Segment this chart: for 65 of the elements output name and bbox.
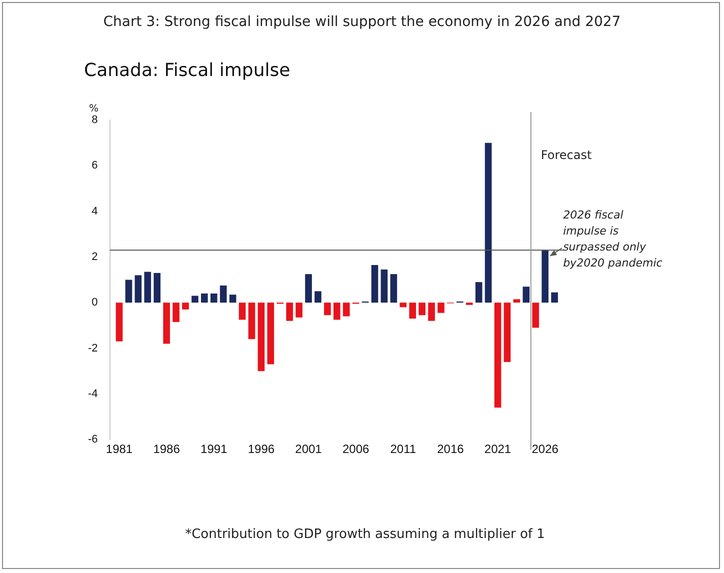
chart-subtitle: Canada: Fiscal impulse: [84, 60, 290, 81]
y-tick-label: 0: [92, 296, 98, 309]
bar: [172, 302, 180, 322]
bar: [220, 286, 227, 303]
x-tick-label: 2006: [342, 442, 370, 456]
y-tick-label: -4: [88, 388, 98, 400]
x-tick-label: 2016: [437, 442, 464, 456]
bar: [504, 302, 511, 362]
bar: [248, 302, 256, 340]
bar: [542, 250, 548, 303]
y-tick-label: 6: [92, 160, 98, 172]
bar: [475, 282, 482, 303]
bar: [342, 302, 350, 316]
bar: [484, 142, 492, 303]
x-tick-label: 2026: [532, 442, 559, 456]
bar: [409, 302, 416, 319]
bar: [428, 302, 435, 321]
bar: [532, 302, 540, 328]
bar: [494, 302, 502, 408]
chart-title: Chart 3: Strong fiscal impulse will support the economy in 2026 and 2027: [102, 14, 622, 30]
x-tick-label: 2021: [484, 442, 512, 456]
bar: [333, 302, 340, 320]
bar: [513, 299, 520, 303]
y-tick-label: 4: [92, 205, 98, 218]
y-tick-label: -6: [88, 434, 98, 446]
bar: [192, 296, 198, 303]
bar: [154, 272, 160, 303]
bar: [390, 274, 398, 303]
bar: [371, 264, 378, 303]
bar: [380, 270, 388, 303]
bar: [238, 302, 246, 320]
bar: [201, 293, 208, 303]
annotation: 2026 fiscal impulse is surpassed only by2020 pandemic: [563, 208, 662, 270]
bar: [286, 302, 293, 321]
y-tick-label: 8: [92, 114, 98, 126]
bar: [182, 302, 189, 310]
bar: [134, 275, 142, 303]
bar: [144, 272, 152, 303]
x-tick-label: 1981: [106, 442, 133, 456]
bar: [116, 302, 123, 342]
bar: [438, 302, 444, 313]
bar: [551, 292, 558, 303]
x-tick-label: 1986: [153, 442, 180, 456]
bar: [210, 293, 218, 303]
x-tick-label: 2001: [295, 442, 322, 456]
bar: [418, 302, 426, 316]
bar: [267, 302, 274, 364]
bar: [125, 280, 132, 303]
bar: [163, 302, 170, 344]
bar: [258, 302, 265, 372]
bar: [522, 286, 530, 303]
bar: [400, 302, 407, 308]
text: *Contribution to GDP growth assuming a multiplier of 1: [184, 526, 546, 544]
bar: [229, 294, 236, 303]
ref-line-label: Forecast: [540, 148, 592, 162]
bar: [296, 302, 302, 318]
bar: [305, 274, 312, 303]
y-tick-label: -2: [88, 342, 98, 354]
y-axis-title: %: [89, 104, 99, 115]
bar: [314, 291, 322, 303]
bar: [324, 302, 331, 316]
y-tick-label: 2: [92, 251, 98, 264]
x-tick-label: 2011: [390, 442, 416, 456]
x-tick-label: 1991: [200, 442, 228, 456]
x-tick-label: 1996: [248, 442, 275, 456]
